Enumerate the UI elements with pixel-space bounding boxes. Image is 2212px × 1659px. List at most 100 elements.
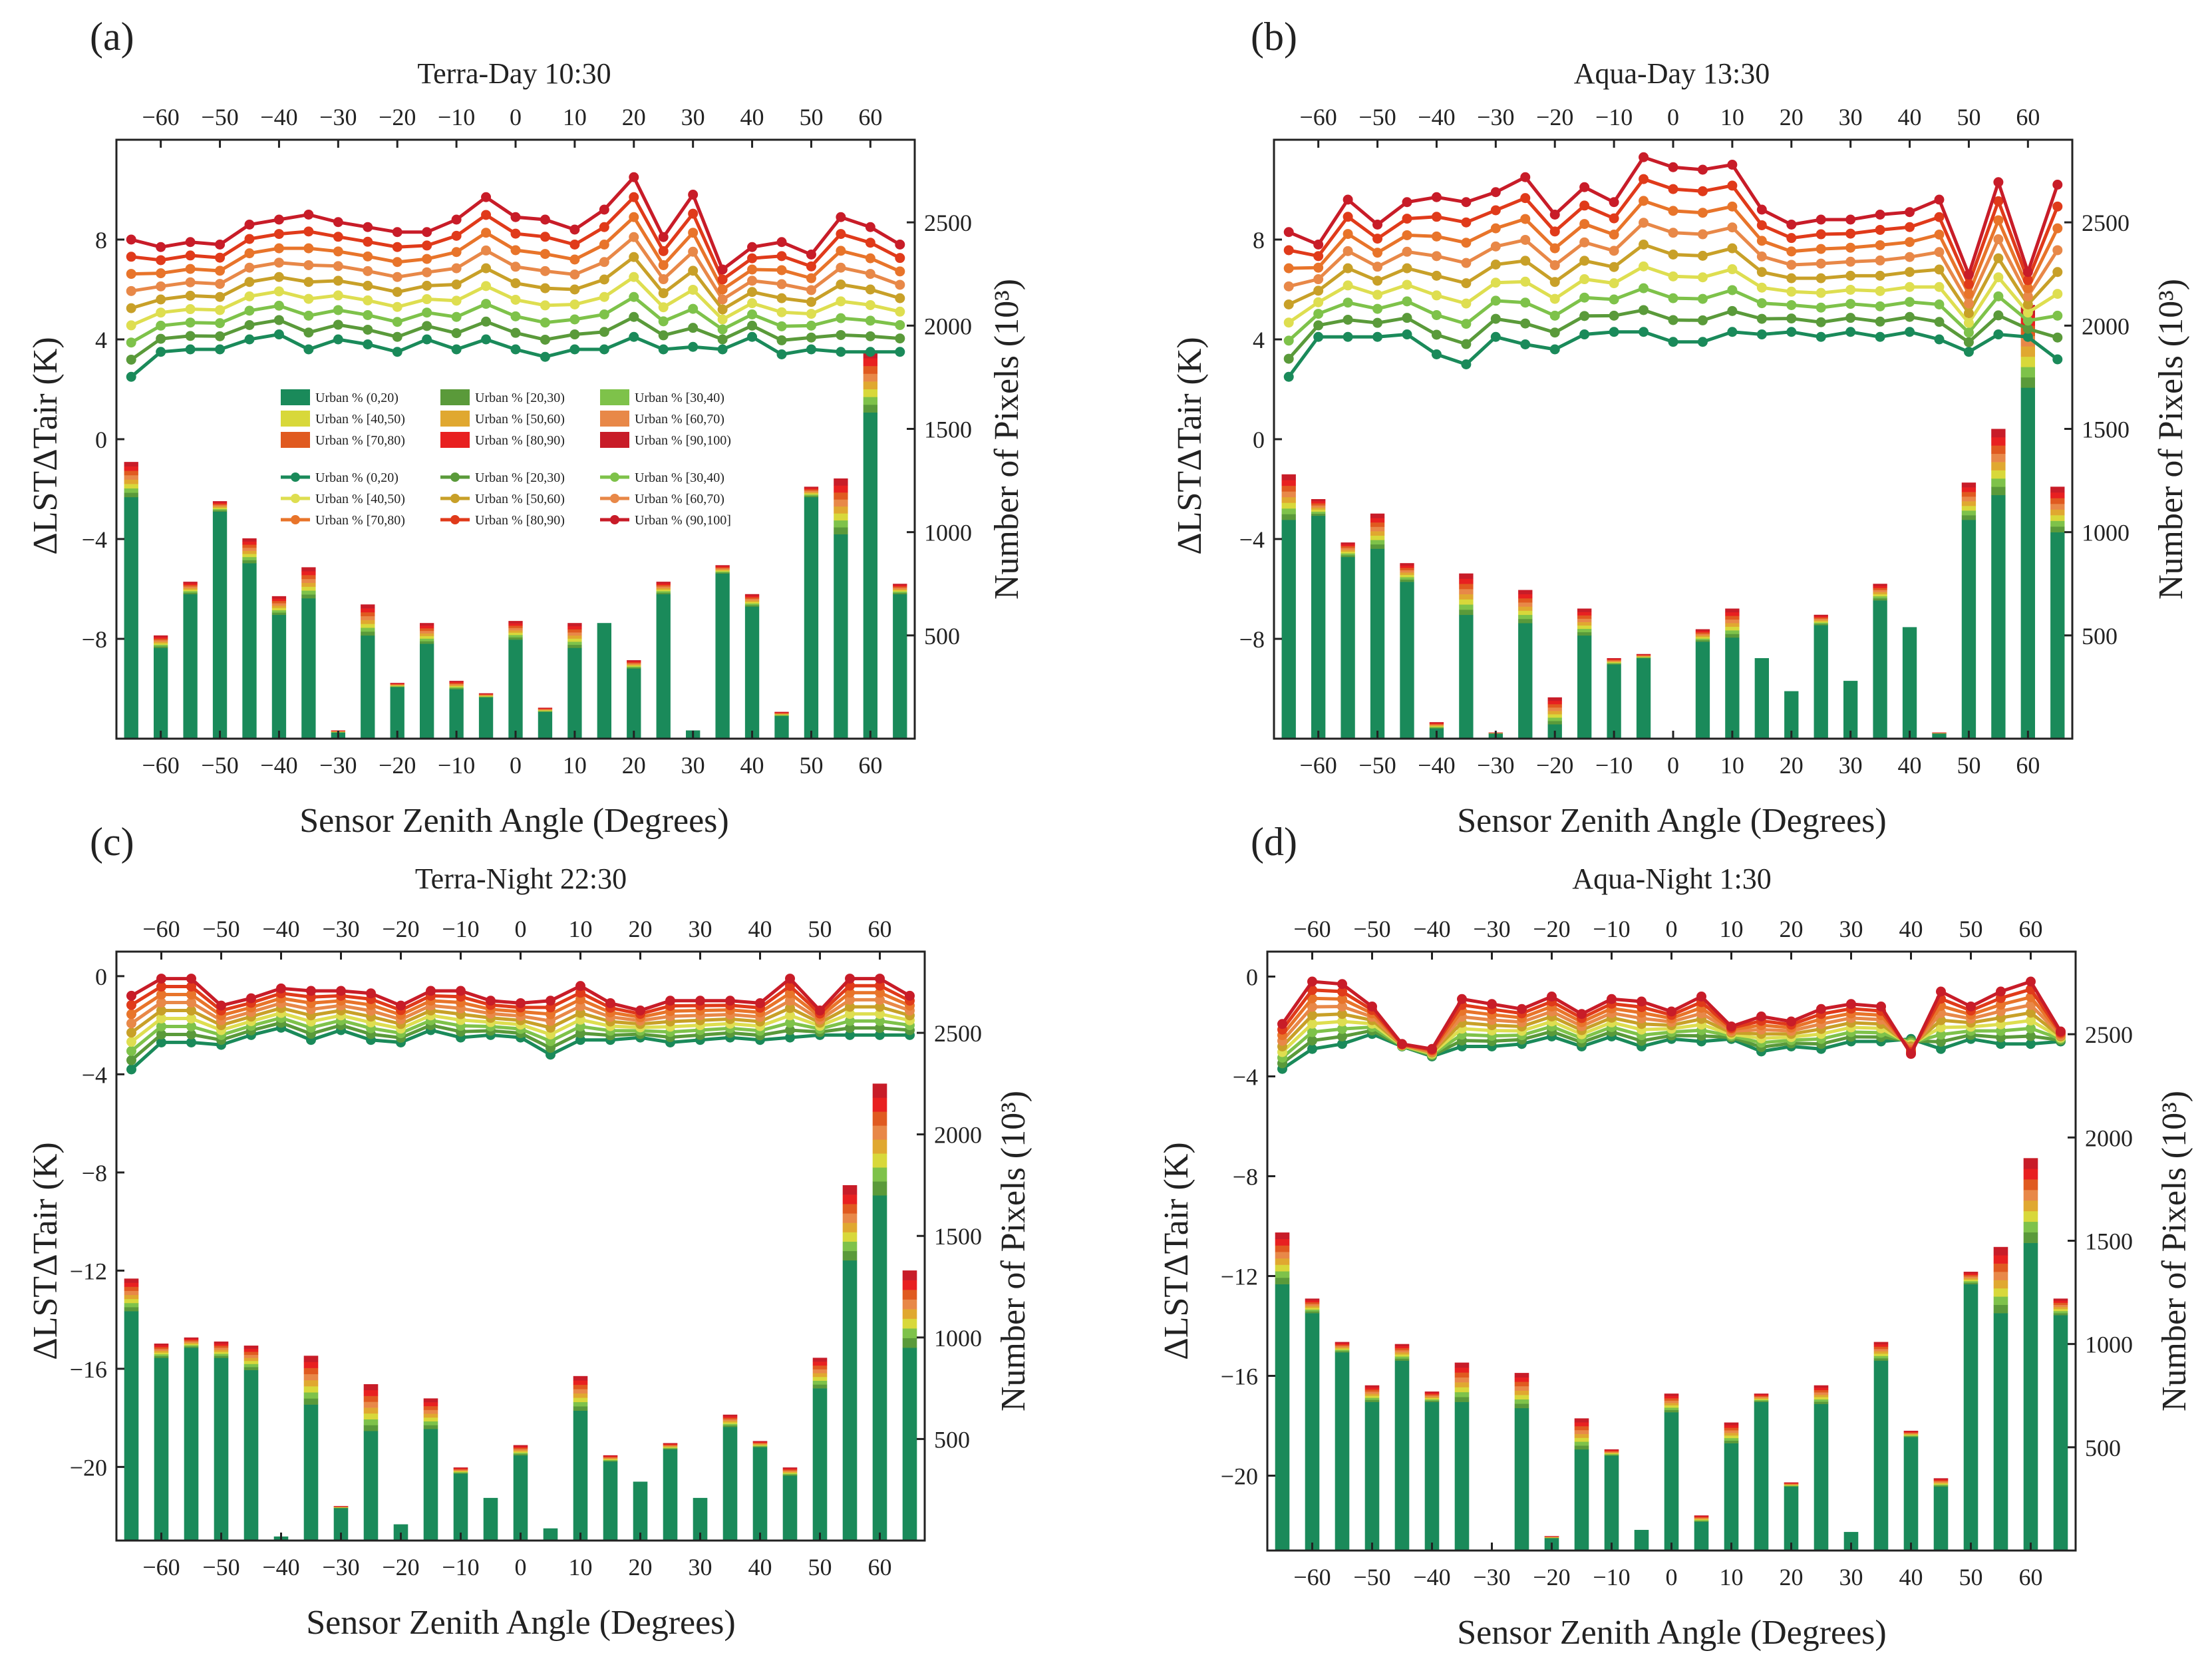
bar-stack	[453, 1467, 468, 1541]
bar-segment	[124, 470, 138, 476]
y2-tick-label: 1000	[2085, 1332, 2133, 1358]
line-point	[451, 295, 462, 306]
bar-segment	[1754, 1401, 1769, 1551]
ylabel-c: ΔLSTΔTair (K)	[27, 1142, 65, 1360]
line-point	[1905, 222, 1915, 232]
line-point	[875, 1009, 885, 1019]
line-point	[785, 1025, 795, 1035]
line-point	[1697, 208, 1708, 218]
bar-segment	[715, 566, 730, 568]
bar-segment	[1364, 1399, 1380, 1402]
line-point	[1668, 337, 1678, 347]
bar-stack	[333, 1506, 349, 1541]
bar-stack	[782, 1467, 798, 1541]
bar-segment	[423, 1425, 438, 1429]
bar-segment	[183, 592, 198, 595]
panel-title-d: Aqua-Night 1:30	[1572, 862, 1771, 895]
panel-letter-b: (b)	[1251, 15, 1297, 59]
line-point	[1461, 339, 1472, 349]
bar-segment	[693, 1497, 708, 1541]
bar-segment	[656, 584, 671, 587]
xlabel-a: Sensor Zenith Angle (Degrees)	[299, 802, 728, 840]
line-point	[1397, 1039, 1407, 1049]
line-point	[785, 988, 795, 999]
bar-segment	[2023, 1200, 2038, 1212]
line-point	[156, 307, 166, 318]
x-tick-label: −50	[1358, 752, 1396, 779]
bar-segment	[333, 1507, 349, 1508]
bar-segment	[1963, 1282, 1978, 1284]
bar-segment	[1305, 1304, 1320, 1306]
line-point	[1490, 313, 1501, 324]
x-tick-label: 0	[1666, 1564, 1678, 1590]
bar-stack	[1991, 429, 2006, 739]
bar-segment	[567, 635, 582, 639]
bar-stack	[420, 623, 434, 739]
line-point	[717, 304, 728, 315]
line-point	[1905, 327, 1915, 337]
bar-segment	[1664, 1405, 1679, 1408]
bar-segment	[1311, 509, 1326, 512]
bar-segment	[1429, 722, 1444, 723]
line-point	[510, 311, 521, 321]
line-point	[540, 351, 550, 362]
line-point	[185, 344, 196, 355]
line-point	[1402, 296, 1412, 307]
x-tick-label: 50	[1957, 752, 1980, 779]
bar-segment	[863, 381, 877, 390]
bar-segment	[2050, 486, 2065, 493]
line-point	[156, 255, 166, 266]
line-point	[1963, 347, 1974, 357]
line-point	[156, 974, 166, 984]
y-tick-label: 8	[95, 227, 107, 254]
bar-segment	[1577, 612, 1592, 616]
line-point	[1337, 1039, 1347, 1049]
x-tick-label: 0	[515, 1554, 527, 1580]
y-tick-label: −8	[82, 626, 107, 653]
bar-stack	[1873, 1342, 1889, 1551]
line-point	[306, 986, 316, 996]
bar-segment	[1604, 1451, 1619, 1453]
bar-segment	[872, 1181, 887, 1196]
line-series	[126, 974, 915, 1015]
bar-segment	[214, 1356, 229, 1358]
legend-swatch	[281, 411, 310, 427]
line-point	[836, 313, 846, 323]
line-point	[629, 252, 639, 262]
x-tick-label-top: 40	[740, 104, 764, 130]
bar-segment	[1636, 655, 1651, 657]
x-tick-label: 50	[1959, 1564, 1983, 1590]
bar-segment	[243, 1364, 259, 1368]
line-point	[1639, 174, 1649, 184]
y-tick-label: −4	[82, 1061, 107, 1088]
bar-segment	[603, 1458, 618, 1459]
bar-segment	[1370, 531, 1385, 536]
bar-segment	[154, 1347, 169, 1350]
x-tick-label: 20	[629, 1554, 653, 1580]
legend-swatch	[600, 389, 629, 405]
bar-segment	[1991, 445, 2006, 455]
bar-segment	[1341, 556, 1355, 739]
bar-segment	[842, 1241, 858, 1252]
y2-tick-label: 2500	[924, 210, 972, 236]
line-point	[569, 299, 580, 309]
bar-segment	[627, 661, 641, 663]
bar-segment	[1963, 1279, 1978, 1282]
x-tick-label: −20	[379, 752, 416, 779]
legend-swatch	[281, 389, 310, 405]
bar-segment	[1547, 700, 1562, 705]
bar-stack	[597, 623, 611, 739]
y2label-c: Number of Pixels (10³)	[995, 1091, 1032, 1411]
line-point	[186, 974, 196, 984]
bar-segment	[513, 1453, 528, 1455]
line-point	[1549, 327, 1560, 338]
line-point	[1993, 215, 2004, 226]
line-point	[1786, 273, 1797, 283]
bar-segment	[212, 506, 228, 508]
legend-label: Urban % [70,80)	[315, 513, 405, 528]
bar-segment	[1577, 608, 1592, 612]
line-point	[126, 1027, 136, 1038]
line-point	[1934, 299, 1945, 309]
line-point	[836, 229, 846, 240]
line-point	[1756, 220, 1767, 230]
